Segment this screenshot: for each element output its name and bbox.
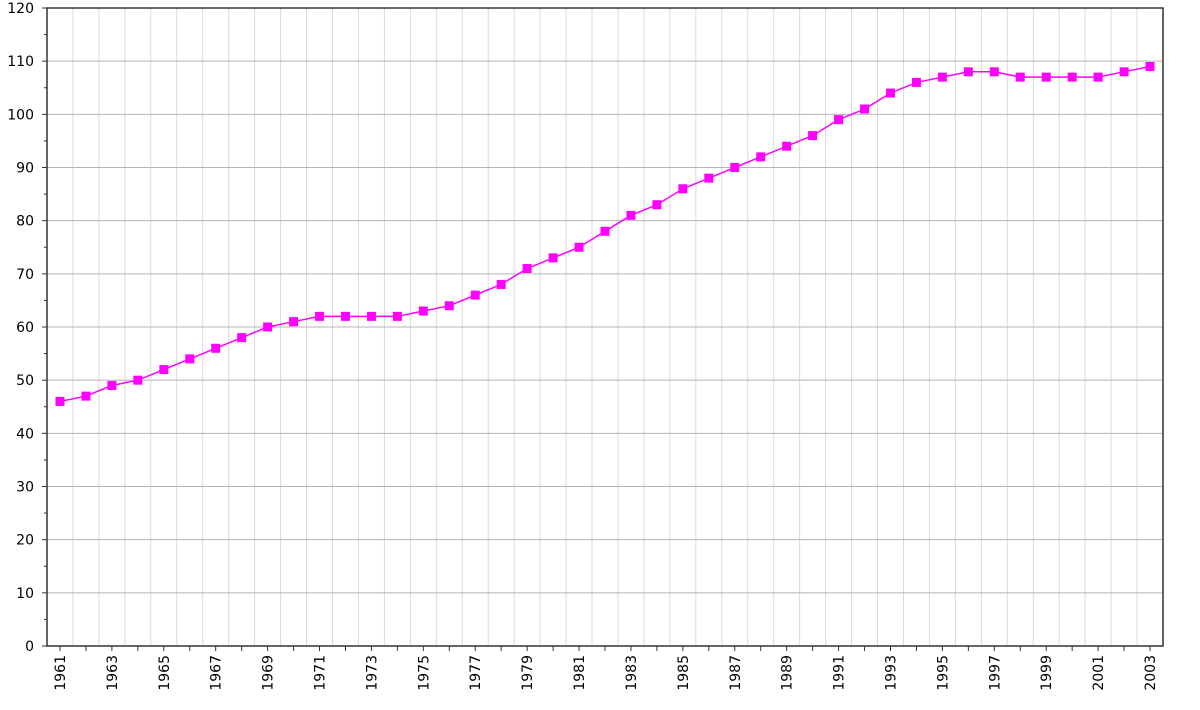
data-point-marker	[782, 141, 792, 151]
data-point-marker	[756, 152, 766, 162]
data-point-marker	[1145, 61, 1155, 71]
data-point-marker	[263, 322, 273, 332]
y-tick-label: 110	[7, 54, 34, 70]
data-point-marker	[107, 380, 117, 390]
data-point-marker	[289, 317, 299, 327]
data-point-marker	[340, 311, 350, 321]
y-tick-label: 80	[16, 214, 34, 230]
data-point-marker	[626, 210, 636, 220]
x-tick-label: 2003	[1143, 655, 1159, 691]
x-tick-label: 1991	[832, 655, 848, 691]
data-point-marker	[808, 131, 818, 141]
data-point-marker	[937, 72, 947, 82]
data-point-marker	[730, 163, 740, 172]
data-point-marker	[392, 311, 402, 321]
data-point-marker	[652, 200, 662, 210]
y-tick-label: 70	[16, 267, 34, 283]
y-tick-label: 0	[25, 639, 34, 655]
x-tick-label: 1977	[468, 655, 484, 691]
x-tick-label: 1975	[416, 655, 432, 691]
x-tick-label: 1967	[209, 655, 225, 691]
x-tick-label: 1997	[987, 655, 1003, 691]
x-tick-label: 1963	[105, 655, 121, 691]
y-tick-label: 100	[7, 107, 34, 123]
data-point-marker	[444, 301, 454, 311]
x-tick-label: 1985	[676, 655, 692, 691]
x-tick-label: 1983	[624, 655, 640, 691]
x-tick-label: 1969	[261, 655, 277, 691]
data-point-marker	[418, 306, 428, 316]
data-point-marker	[1067, 72, 1077, 82]
data-point-marker	[548, 253, 558, 263]
data-point-marker	[574, 242, 584, 252]
data-point-marker	[1093, 72, 1103, 82]
y-tick-label: 20	[16, 533, 34, 549]
data-point-marker	[237, 333, 247, 343]
data-point-marker	[185, 354, 195, 364]
x-tick-label: 1973	[364, 655, 380, 691]
data-point-marker	[522, 264, 532, 274]
axes	[42, 7, 1164, 651]
y-tick-label: 10	[16, 586, 34, 602]
data-point-marker	[211, 343, 221, 353]
x-tick-label: 1987	[728, 655, 744, 691]
data-point-marker	[496, 279, 506, 289]
y-tick-label: 40	[16, 426, 34, 442]
x-tick-label: 1981	[572, 655, 588, 691]
data-point-marker	[55, 396, 65, 406]
series-layer	[55, 61, 1155, 406]
x-tick-label: 1993	[883, 655, 899, 691]
data-point-marker	[834, 115, 844, 125]
x-tick-label: 1979	[520, 655, 536, 691]
data-point-marker	[470, 290, 480, 300]
x-tick-label: 1995	[935, 655, 951, 691]
data-point-marker	[989, 67, 999, 77]
data-point-marker	[704, 173, 714, 183]
data-point-marker	[911, 77, 921, 87]
x-tick-label: 1965	[157, 655, 173, 691]
y-tick-label: 120	[7, 1, 34, 17]
y-tick-label: 60	[16, 320, 34, 336]
x-tick-label: 1961	[53, 655, 69, 691]
x-tick-label: 1989	[780, 655, 796, 691]
data-point-marker	[1015, 72, 1025, 82]
data-point-marker	[81, 391, 91, 401]
data-point-marker	[1119, 67, 1129, 77]
data-point-marker	[600, 226, 610, 236]
data-point-marker	[1041, 72, 1051, 82]
y-tick-label: 50	[16, 373, 34, 389]
data-point-marker	[159, 365, 169, 375]
data-point-marker	[885, 88, 895, 98]
x-axis-tick-labels: 1961 1963 1965 1967 1969 1971 1973 1975 1977 1979…	[53, 655, 1159, 691]
data-point-marker	[860, 104, 870, 114]
x-tick-label: 2001	[1091, 655, 1107, 691]
data-point-marker	[678, 184, 688, 194]
data-point-marker	[133, 375, 143, 385]
data-point-marker	[366, 311, 376, 321]
y-tick-label: 30	[16, 480, 34, 496]
data-point-marker	[963, 67, 973, 77]
x-tick-label: 1999	[1039, 655, 1055, 691]
y-tick-label: 90	[16, 161, 34, 177]
y-axis-tick-labels: 0 10 20 30 40 50 60 70 80 90 100 110 120	[7, 1, 34, 655]
grid-lines	[46, 7, 1164, 647]
x-tick-label: 1971	[313, 655, 329, 691]
data-point-marker	[315, 311, 325, 321]
